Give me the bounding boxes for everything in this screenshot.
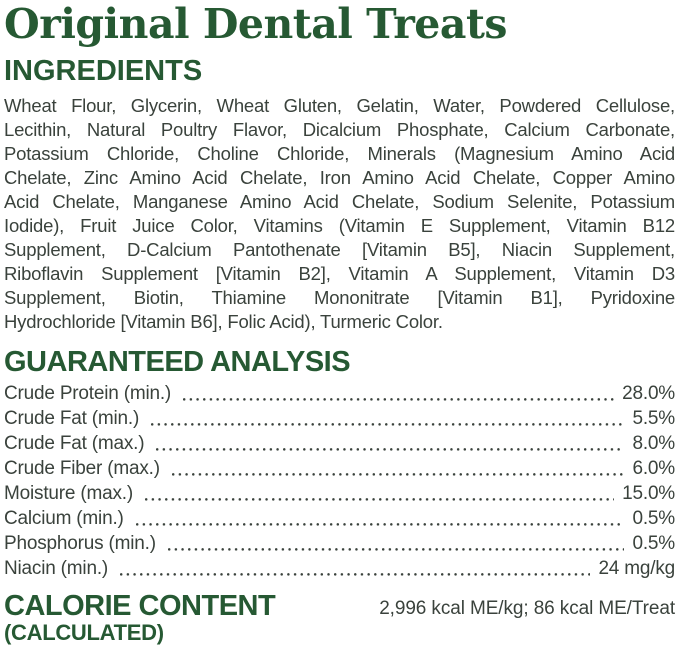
analysis-row-value: 5.5% — [632, 408, 675, 429]
ingredients-line: Chelate, Zinc Amino Acid Chelate, Iron A… — [4, 167, 675, 188]
guaranteed-analysis-heading: GUARANTEED ANALYSIS — [4, 346, 351, 378]
dotted-leader — [156, 448, 625, 451]
dotted-leader — [183, 398, 615, 401]
guaranteed-analysis-table: Crude Protein (min.) 28.0% Crude Fat (mi… — [4, 381, 675, 581]
ingredients-line: Lecithin, Natural Poultry Flavor, Dicalc… — [4, 119, 675, 140]
analysis-row-value: 0.5% — [632, 508, 675, 529]
ingredients-line: Hydrochloride [Vitamin B6], Folic Acid),… — [4, 311, 443, 332]
ingredients-line: Riboflavin Supplement [Vitamin B2], Vita… — [4, 263, 675, 284]
product-title: Original Dental Treats — [4, 0, 507, 48]
calorie-heading-block: CALORIE CONTENT (CALCULATED) — [4, 590, 276, 645]
analysis-row-label: Moisture (max.) — [4, 483, 133, 504]
analysis-row: Phosphorus (min.) 0.5% — [4, 531, 675, 556]
dotted-leader — [144, 498, 615, 501]
analysis-row: Crude Fat (max.) 8.0% — [4, 431, 675, 456]
ingredients-paragraph: Wheat Flour, Glycerin, Wheat Gluten, Gel… — [4, 94, 675, 334]
analysis-row-label: Crude Protein (min.) — [4, 383, 172, 404]
analysis-row-value: 28.0% — [622, 383, 675, 404]
analysis-row-value: 0.5% — [632, 533, 675, 554]
analysis-row-value: 15.0% — [622, 483, 675, 504]
analysis-row-label: Calcium (min.) — [4, 508, 124, 529]
ingredients-line: Potassium Chloride, Choline Chloride, Mi… — [4, 143, 675, 164]
calorie-calculated-subheading: (CALCULATED) — [4, 620, 164, 645]
ingredients-line: Wheat Flour, Glycerin, Wheat Gluten, Gel… — [4, 95, 675, 116]
calorie-content-heading: CALORIE CONTENT — [4, 590, 276, 622]
analysis-row: Moisture (max.) 15.0% — [4, 481, 675, 506]
analysis-row: Calcium (min.) 0.5% — [4, 506, 675, 531]
analysis-row: Crude Fat (min.) 5.5% — [4, 406, 675, 431]
dotted-leader — [171, 473, 625, 476]
analysis-row-label: Crude Fat (min.) — [4, 408, 140, 429]
analysis-row: Crude Protein (min.) 28.0% — [4, 381, 675, 406]
dotted-leader — [120, 573, 591, 576]
analysis-row-value: 8.0% — [632, 433, 675, 454]
ingredients-line: Supplement, Biotin, Thiamine Mononitrate… — [4, 287, 675, 308]
analysis-row-value: 6.0% — [632, 458, 675, 479]
analysis-row-value: 24 mg/kg — [598, 558, 675, 579]
dotted-leader — [151, 423, 625, 426]
analysis-row-label: Phosphorus (min.) — [4, 533, 156, 554]
calorie-content-section: CALORIE CONTENT (CALCULATED) 2,996 kcal … — [4, 591, 675, 645]
analysis-row: Niacin (min.) 24 mg/kg — [4, 556, 675, 581]
ingredients-line: Iodide), Fruit Juice Color, Vitamins (Vi… — [4, 215, 675, 236]
analysis-row-label: Crude Fiber (max.) — [4, 458, 160, 479]
analysis-row-label: Niacin (min.) — [4, 558, 109, 579]
ingredients-line: Acid Chelate, Manganese Amino Acid Chela… — [4, 191, 675, 212]
ingredients-line: Supplement, D-Calcium Pantothenate [Vita… — [4, 239, 675, 260]
ingredients-section: INGREDIENTS Wheat Flour, Glycerin, Wheat… — [4, 57, 675, 334]
analysis-row-label: Crude Fat (max.) — [4, 433, 145, 454]
calorie-value: 2,996 kcal ME/kg; 86 kcal ME/Treat — [379, 598, 675, 619]
dotted-leader — [167, 548, 625, 551]
guaranteed-analysis-section: GUARANTEED ANALYSIS Crude Protein (min.)… — [4, 348, 675, 581]
ingredients-heading: INGREDIENTS — [4, 55, 203, 87]
analysis-row: Crude Fiber (max.) 6.0% — [4, 456, 675, 481]
dotted-leader — [135, 523, 625, 526]
